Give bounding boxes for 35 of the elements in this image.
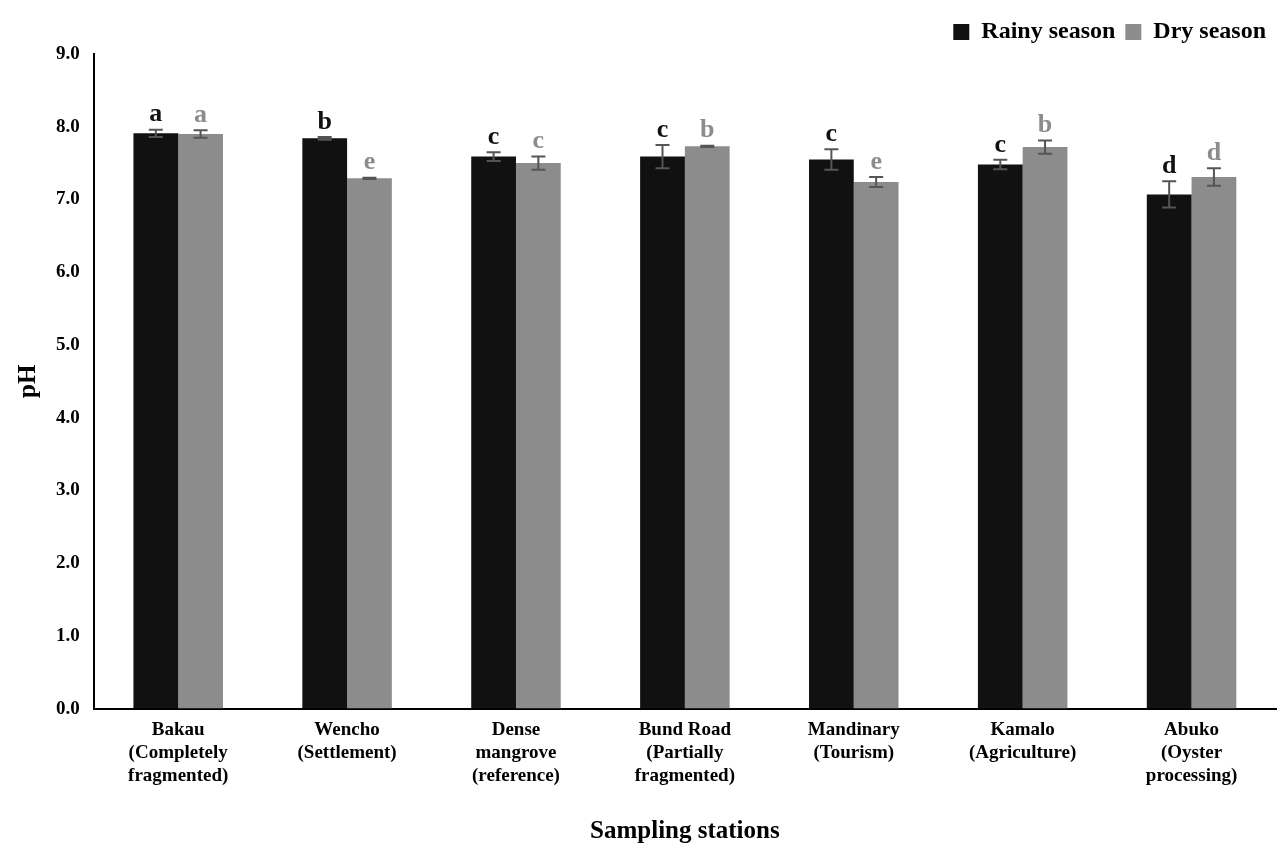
data-label: a bbox=[194, 99, 208, 129]
data-label: c bbox=[532, 125, 545, 155]
data-label: c bbox=[656, 113, 669, 143]
data-label: c bbox=[825, 118, 838, 147]
data-label: c bbox=[994, 128, 1007, 158]
y-tick-label: 2.0 bbox=[56, 551, 80, 573]
data-label: b bbox=[317, 105, 332, 135]
legend-label: Dry season bbox=[1153, 17, 1267, 44]
x-axis-title: Sampling stations bbox=[590, 816, 780, 844]
x-tick-label: Mandinary (Tourism) bbox=[807, 717, 901, 763]
y-tick-label: 0.0 bbox=[56, 696, 80, 718]
data-label: a bbox=[149, 98, 163, 128]
y-tick-label: 1.0 bbox=[56, 623, 80, 645]
x-tick-label: Bakau (Completely fragmented) bbox=[128, 717, 229, 786]
y-tick-label: 6.0 bbox=[56, 260, 80, 282]
data-label: d bbox=[1161, 150, 1177, 179]
data-label: c bbox=[487, 120, 500, 150]
y-axis-title: pH bbox=[13, 364, 41, 398]
data-label: e bbox=[363, 146, 376, 176]
data-label: b bbox=[700, 114, 715, 144]
x-tick-label: Kamalo (Agriculture) bbox=[969, 717, 1077, 763]
data-label: e bbox=[870, 145, 882, 175]
data-label: d bbox=[1206, 136, 1222, 166]
y-tick-label: 8.0 bbox=[56, 114, 80, 136]
data-label: b bbox=[1037, 109, 1053, 139]
y-tick-label: 9.0 bbox=[56, 41, 80, 63]
x-tick-label: Wencho (Settlement) bbox=[297, 717, 397, 763]
legend-label: Rainy season bbox=[981, 17, 1116, 44]
y-tick-label: 7.0 bbox=[56, 187, 80, 209]
y-tick-label: 4.0 bbox=[56, 405, 80, 427]
x-tick-label: Abuko (Oyster processing) bbox=[1145, 717, 1238, 786]
x-tick-label: Bund Road (Partially fragmented) bbox=[634, 717, 735, 786]
y-tick-label: 5.0 bbox=[56, 332, 80, 354]
x-tick-label: Dense mangrove (reference) bbox=[472, 717, 560, 786]
y-tick-label: 3.0 bbox=[56, 478, 80, 500]
